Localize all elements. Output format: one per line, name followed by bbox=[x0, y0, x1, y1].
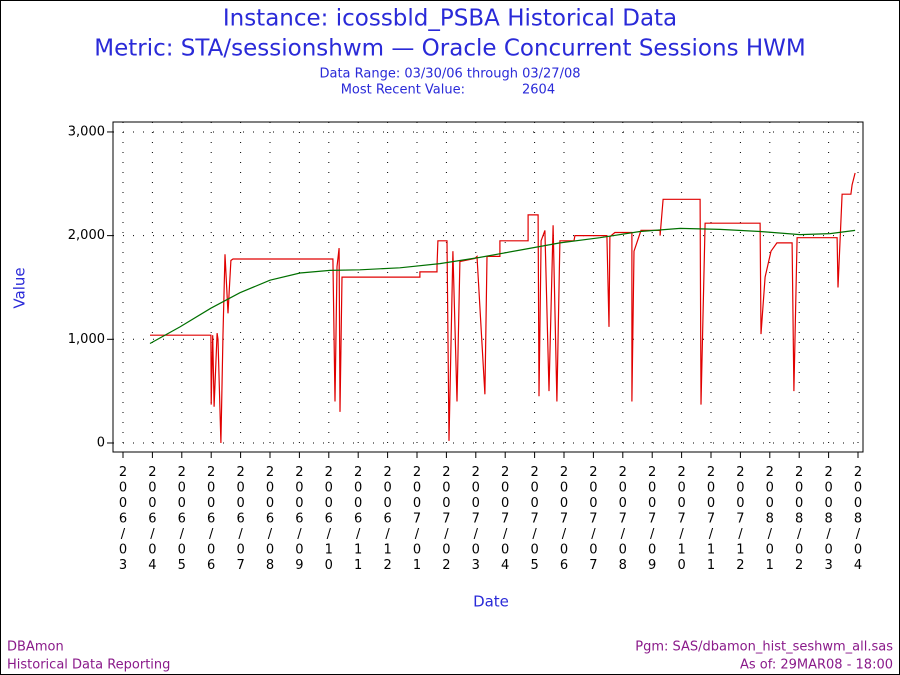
most-recent-label: Most Recent Value: bbox=[341, 83, 465, 98]
x-tick-label: 2 0 0 7/0 9 bbox=[648, 465, 656, 573]
footer-left: Historical Data Reporting bbox=[7, 658, 170, 673]
y-tick-label: 2,000 bbox=[68, 228, 105, 243]
x-tick-label: 2 0 0 6/0 8 bbox=[266, 465, 274, 573]
footer-left: DBAmon bbox=[7, 640, 64, 655]
x-tick-label: 2 0 0 7/0 3 bbox=[472, 465, 480, 573]
x-axis-label: Date bbox=[473, 593, 509, 611]
x-tick-label: 2 0 0 7/1 0 bbox=[677, 465, 685, 573]
x-tick-label: 2 0 0 8/0 4 bbox=[854, 465, 862, 573]
x-tick-label: 2 0 0 7/0 6 bbox=[560, 465, 568, 573]
x-tick-label: 2 0 0 7/0 5 bbox=[530, 465, 538, 573]
x-tick-label: 2 0 0 7/0 1 bbox=[413, 465, 421, 573]
x-tick-label: 2 0 0 6/0 4 bbox=[148, 465, 156, 573]
most-recent-value: 2604 bbox=[522, 83, 555, 98]
x-tick-label: 2 0 0 6/0 5 bbox=[178, 465, 186, 573]
x-tick-label: 2 0 0 7/1 2 bbox=[736, 465, 744, 573]
data-range: Data Range: 03/30/06 through 03/27/08 bbox=[319, 67, 580, 82]
x-tick-label: 2 0 0 6/1 0 bbox=[325, 465, 333, 573]
x-tick-label: 2 0 0 8/0 2 bbox=[795, 465, 803, 573]
footer-right: Pgm: SAS/dbamon_hist_seshwm_all.sas bbox=[635, 640, 893, 655]
x-tick-label: 2 0 0 7/0 4 bbox=[501, 465, 509, 573]
x-tick-label: 2 0 0 6/0 6 bbox=[207, 465, 215, 573]
plot-frame bbox=[112, 121, 864, 453]
y-tick-label: 0 bbox=[97, 435, 105, 450]
chart-title: Instance: icossbld_PSBA Historical Data bbox=[223, 6, 677, 32]
x-tick-label: 2 0 0 7/0 7 bbox=[589, 465, 597, 573]
x-tick-label: 2 0 0 8/0 1 bbox=[766, 465, 774, 573]
footer-right: As of: 29MAR08 - 18:00 bbox=[740, 658, 893, 673]
series-line bbox=[149, 227, 856, 345]
x-tick-label: 2 0 0 8/0 3 bbox=[824, 465, 832, 573]
x-tick-label: 2 0 0 7/1 1 bbox=[707, 465, 715, 573]
chart-subtitle: Metric: STA/sessionshwm — Oracle Concurr… bbox=[94, 36, 806, 62]
x-tick-label: 2 0 0 6/1 2 bbox=[383, 465, 391, 573]
y-tick-label: 3,000 bbox=[68, 124, 105, 139]
x-tick-label: 2 0 0 6/0 3 bbox=[119, 465, 127, 573]
x-tick-label: 2 0 0 7/0 8 bbox=[619, 465, 627, 573]
x-tick-label: 2 0 0 7/0 2 bbox=[442, 465, 450, 573]
x-tick-label: 2 0 0 6/0 7 bbox=[236, 465, 244, 573]
x-tick-label: 2 0 0 6/0 9 bbox=[295, 465, 303, 573]
y-tick-label: 1,000 bbox=[68, 332, 105, 347]
series-line bbox=[150, 172, 856, 444]
y-axis-label: Value bbox=[11, 267, 29, 308]
x-tick-label: 2 0 0 6/1 1 bbox=[354, 465, 362, 573]
